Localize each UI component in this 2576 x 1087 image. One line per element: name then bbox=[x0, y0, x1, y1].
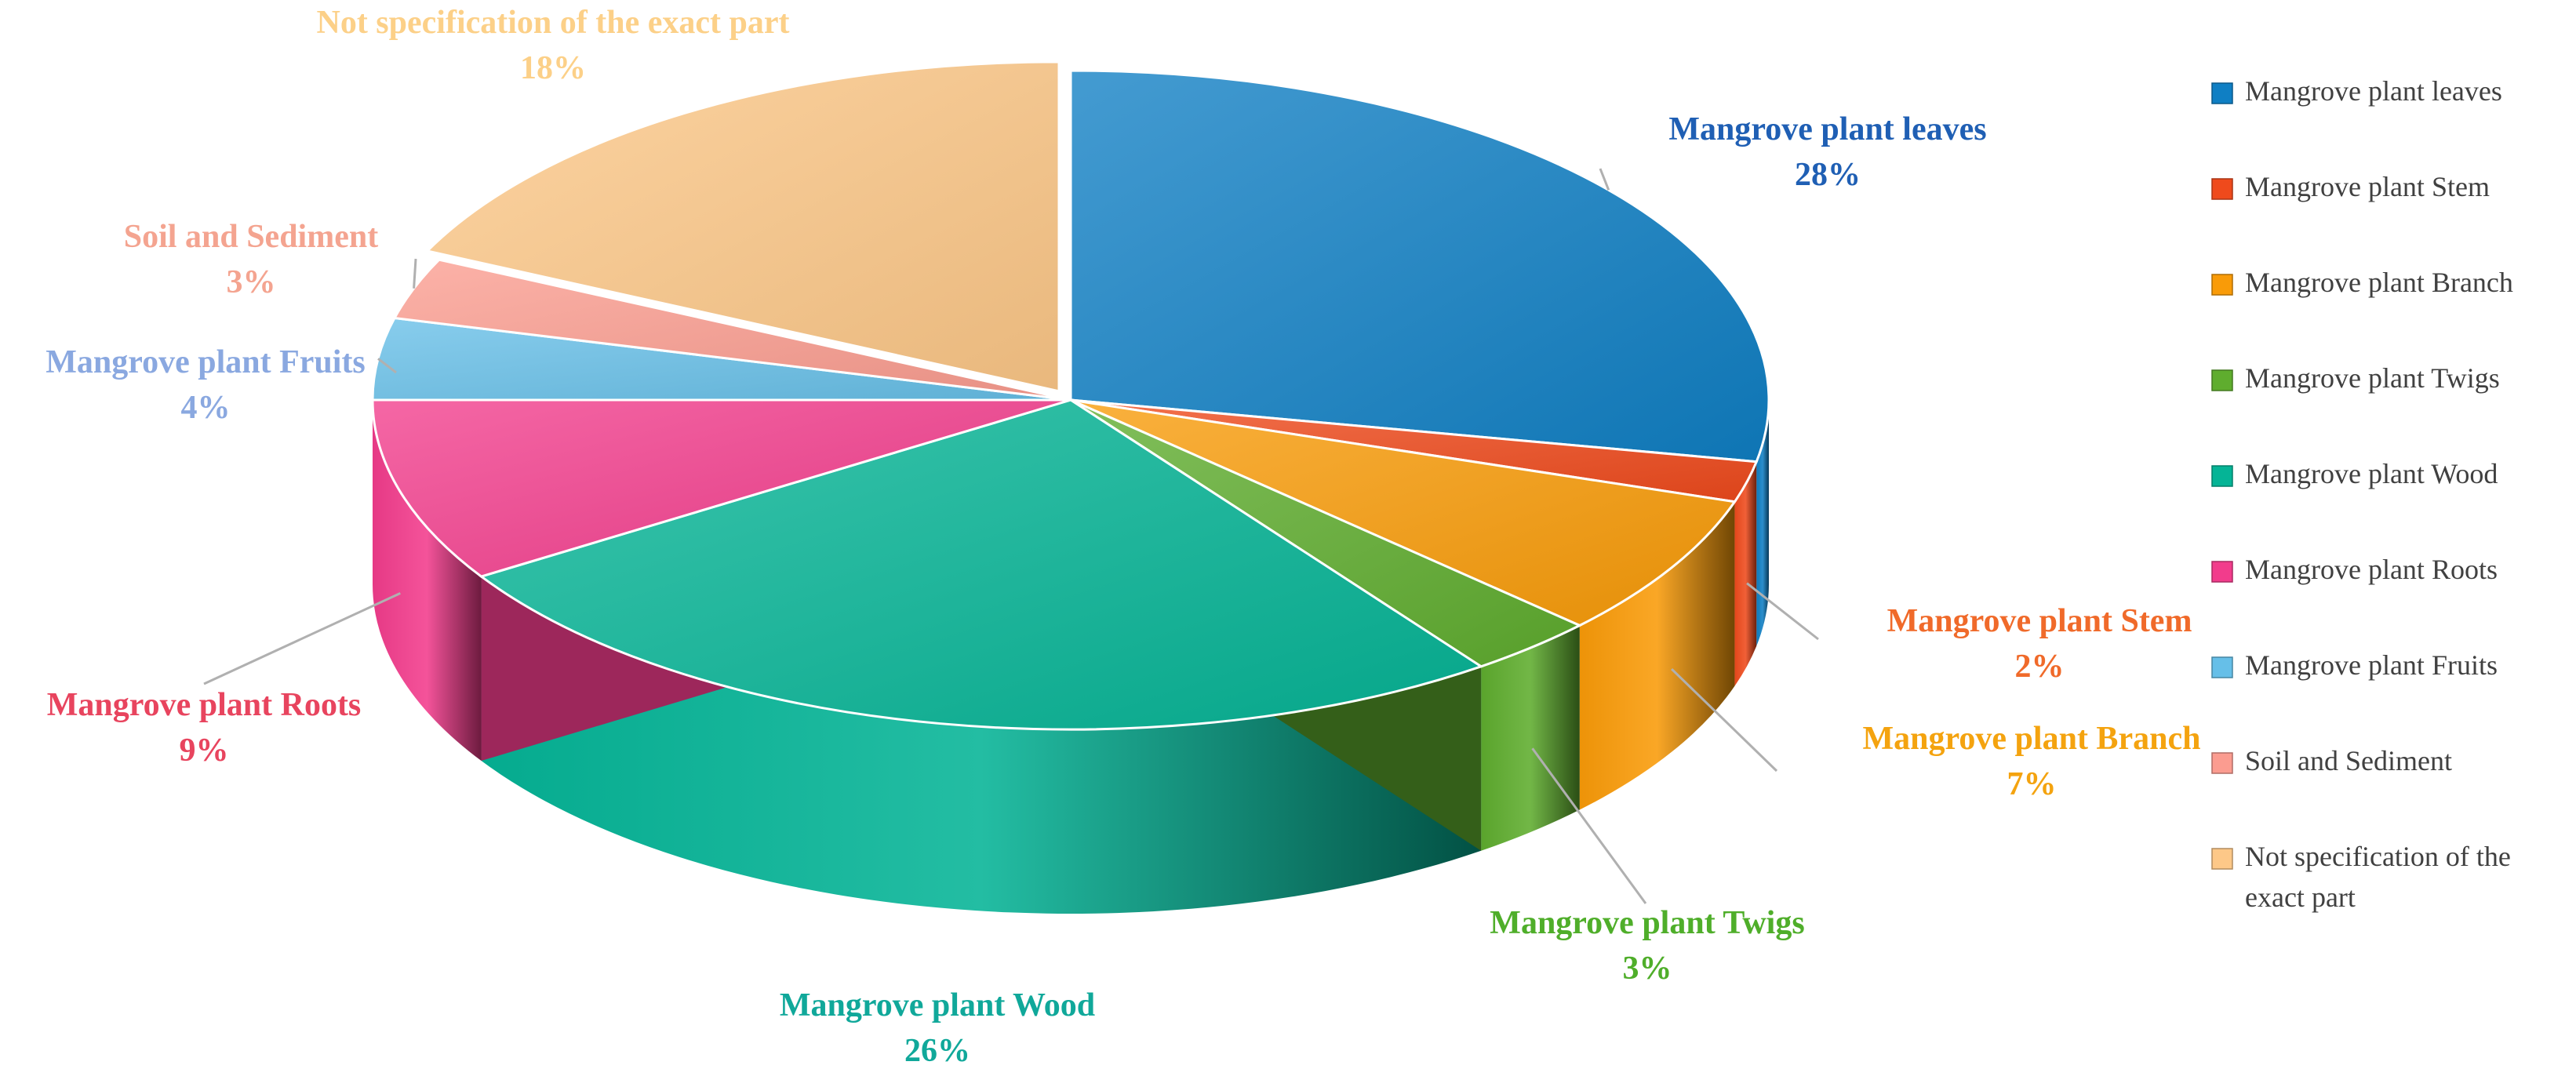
legend-label-not-specification-of-the-exact-part: Not specification of the bbox=[2245, 841, 2511, 872]
slice-side-mangrove-plant-roots bbox=[373, 400, 482, 762]
slice-value-mangrove-plant-branch: 7% bbox=[2007, 766, 2057, 802]
leader-line-mangrove-plant-branch bbox=[1671, 667, 1778, 773]
legend-label-mangrove-plant-wood: Mangrove plant Wood bbox=[2245, 458, 2498, 489]
legend-swatch-mangrove-plant-leaves bbox=[2211, 82, 2233, 104]
leader-lines bbox=[203, 168, 1819, 904]
slice-value-mangrove-plant-fruits: 4% bbox=[181, 390, 231, 426]
leader-line-mangrove-plant-fruits bbox=[377, 358, 397, 374]
slice-value-mangrove-plant-wood: 26% bbox=[904, 1033, 970, 1069]
leader-line-mangrove-plant-leaves bbox=[1599, 168, 1610, 191]
legend-swatch-mangrove-plant-fruits bbox=[2211, 656, 2233, 678]
leader-line-soil-and-sediment bbox=[413, 258, 417, 289]
slice-not-specification-of-the-exact-part bbox=[424, 60, 1061, 393]
legend-label-soil-and-sediment: Soil and Sediment bbox=[2245, 745, 2452, 776]
slice-soil-and-sediment bbox=[392, 258, 1072, 402]
legend-label-not-specification-of-the-exact-part: exact part bbox=[2245, 882, 2356, 913]
slice-value-mangrove-plant-stem: 2% bbox=[2015, 649, 2065, 685]
legend-swatch-mangrove-plant-twigs bbox=[2211, 369, 2233, 391]
slice-mangrove-plant-leaves bbox=[1069, 69, 1770, 464]
legend-swatch-mangrove-plant-stem bbox=[2211, 178, 2233, 200]
slice-tops bbox=[371, 60, 1770, 731]
slice-label-mangrove-plant-roots: Mangrove plant Roots bbox=[47, 687, 362, 723]
legend-swatch-soil-and-sediment bbox=[2211, 752, 2233, 774]
legend-swatch-not-specification-of-the-exact-part bbox=[2211, 848, 2233, 870]
slice-value-mangrove-plant-twigs: 3% bbox=[1623, 951, 1672, 987]
slice-value-soil-and-sediment: 3% bbox=[227, 264, 276, 300]
legend-label-mangrove-plant-leaves: Mangrove plant leaves bbox=[2245, 75, 2502, 107]
slice-side-mangrove-plant-stem bbox=[1734, 461, 1757, 686]
legend-swatch-mangrove-plant-roots bbox=[2211, 561, 2233, 583]
slice-value-mangrove-plant-leaves: 28% bbox=[1795, 157, 1861, 193]
slice-side-mangrove-plant-twigs bbox=[1481, 625, 1580, 851]
slice-value-mangrove-plant-roots: 9% bbox=[180, 733, 229, 769]
legend-label-mangrove-plant-stem: Mangrove plant Stem bbox=[2245, 171, 2490, 202]
leader-line-mangrove-plant-stem bbox=[1746, 582, 1819, 641]
slice-labels: Mangrove plant leaves 28% Mangrove plant S… bbox=[45, 5, 2200, 1069]
slice-side-mangrove-plant-branch bbox=[1579, 501, 1735, 810]
slice-label-soil-and-sediment: Soil and Sediment bbox=[124, 219, 378, 255]
slice-value-not-specification-of-the-exact-part: 18% bbox=[520, 50, 586, 86]
legend-label-mangrove-plant-fruits: Mangrove plant Fruits bbox=[2245, 649, 2498, 681]
legend-swatch-mangrove-plant-wood bbox=[2211, 465, 2233, 487]
slice-label-mangrove-plant-stem: Mangrove plant Stem bbox=[1887, 603, 2192, 639]
slice-label-mangrove-plant-twigs: Mangrove plant Twigs bbox=[1490, 905, 1804, 941]
slice-label-not-specification-of-the-exact-part: Not specification of the exact part bbox=[316, 5, 789, 41]
legend-label-mangrove-plant-roots: Mangrove plant Roots bbox=[2245, 554, 2498, 585]
slice-label-mangrove-plant-leaves: Mangrove plant leaves bbox=[1668, 111, 1986, 147]
slice-side-mangrove-plant-leaves bbox=[1756, 400, 1769, 646]
slice-label-mangrove-plant-wood: Mangrove plant Wood bbox=[780, 987, 1095, 1023]
leader-line-mangrove-plant-twigs bbox=[1531, 747, 1647, 904]
leader-line-mangrove-plant-roots bbox=[203, 592, 401, 685]
slice-mangrove-plant-branch bbox=[1070, 398, 1737, 627]
slice-mangrove-plant-wood bbox=[478, 398, 1484, 731]
slice-label-mangrove-plant-fruits: Mangrove plant Fruits bbox=[45, 344, 366, 380]
slice-side-mangrove-plant-wood bbox=[481, 576, 1482, 914]
slice-label-mangrove-plant-branch: Mangrove plant Branch bbox=[1863, 721, 2201, 757]
legend-label-mangrove-plant-twigs: Mangrove plant Twigs bbox=[2245, 362, 2500, 394]
legend: Mangrove plant leaves Mangrove plant Stem… bbox=[2211, 75, 2513, 913]
legend-label-mangrove-plant-branch: Mangrove plant Branch bbox=[2245, 267, 2513, 298]
legend-swatch-mangrove-plant-branch bbox=[2211, 274, 2233, 296]
slice-mangrove-plant-roots bbox=[371, 398, 1072, 578]
